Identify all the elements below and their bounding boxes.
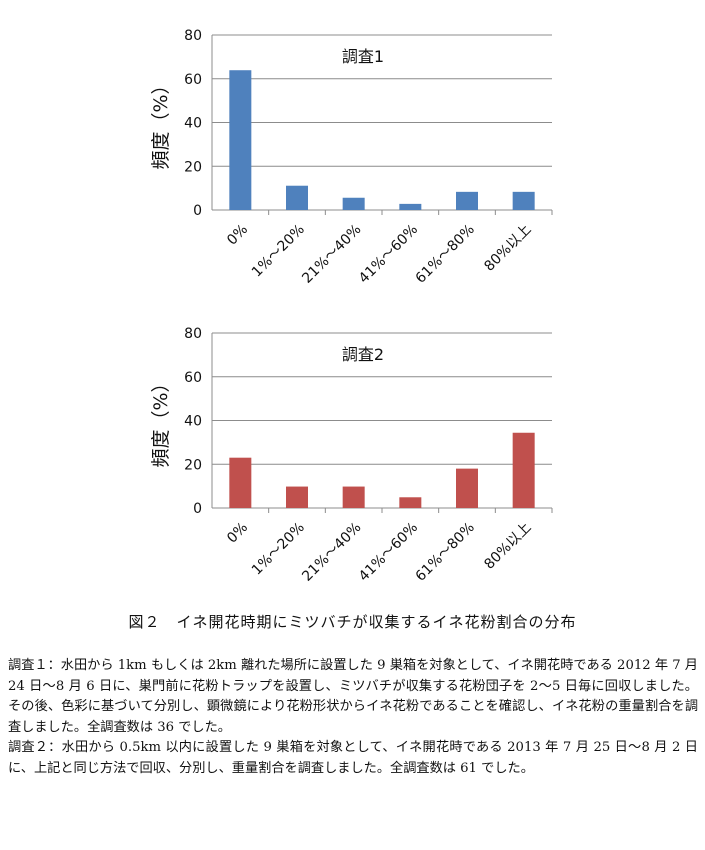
bar <box>286 185 308 210</box>
bar <box>342 486 365 508</box>
y-tick-label: 60 <box>184 72 202 88</box>
x-tick-label: 61%～80% <box>413 222 478 287</box>
survey-notes: 調査１：水田から 1km もしくは 2km 離れた場所に設置した 9 巣箱を対象… <box>8 656 698 780</box>
y-axis-label: 頻度（%） <box>150 373 172 467</box>
bar <box>512 432 535 508</box>
chart-survey-2: 0 20 40 60 80 0% 1%～20% 21%～40% 41%～60% 61%～80% 80… <box>0 298 705 598</box>
x-tick-label: 61%～80% <box>413 520 478 585</box>
bar <box>229 457 252 508</box>
bar <box>229 70 252 210</box>
y-tick-label: 40 <box>184 116 202 132</box>
x-tick-label: 21%～40% <box>299 520 364 585</box>
chart-survey-1: 0 20 40 60 80 0% 1%～20% 21%～40% 41%～60% 61%～80% 80… <box>0 0 705 300</box>
y-axis-label: 頻度（%） <box>150 75 172 169</box>
chart-title: 調査2 <box>342 345 384 364</box>
y-tick-label: 20 <box>184 457 202 473</box>
x-tick-label: 1%～20% <box>249 520 308 579</box>
bar <box>456 191 478 210</box>
x-tick-label: 1%～20% <box>249 222 308 281</box>
bar <box>342 197 365 210</box>
bar <box>286 486 308 508</box>
x-tick-label: 80%以上 <box>481 222 534 275</box>
chart-survey-2-svg: 0 20 40 60 80 0%1%～20%21%～40%41%～60%61%～80% 80… <box>150 326 553 585</box>
x-tick-label: 0% <box>224 520 251 547</box>
bar <box>512 191 535 210</box>
chart-title: 調査1 <box>342 47 384 66</box>
y-tick-label: 40 <box>184 414 202 430</box>
bar <box>456 468 478 508</box>
chart-survey-1-svg: 0 20 40 60 80 0%1%～20%21%～40%41%～60%61%～80% 80… <box>150 28 553 287</box>
y-tick-label: 60 <box>184 370 202 386</box>
bar <box>399 203 422 210</box>
y-tick-label: 80 <box>184 28 202 44</box>
y-tick-label: 20 <box>184 159 202 175</box>
survey-1-note: 調査１：水田から 1km もしくは 2km 離れた場所に設置した 9 巣箱を対象… <box>8 658 699 735</box>
y-tick-label: 80 <box>184 326 202 342</box>
survey-2-note: 調査２：水田から 0.5km 以内に設置した 9 巣箱を対象として、イネ開花時で… <box>8 740 698 776</box>
bar <box>399 497 422 508</box>
y-tick-label: 0 <box>193 203 202 219</box>
x-tick-label: 41%～60% <box>356 520 421 585</box>
x-tick-label: 80%以上 <box>481 520 534 573</box>
x-tick-label: 41%～60% <box>356 222 421 287</box>
figure-caption: 図２ イネ開花時期にミツバチが収集するイネ花粉割合の分布 <box>128 613 577 631</box>
x-tick-label: 21%～40% <box>299 222 364 287</box>
y-tick-label: 0 <box>193 501 202 517</box>
x-tick-label: 0% <box>224 222 251 249</box>
